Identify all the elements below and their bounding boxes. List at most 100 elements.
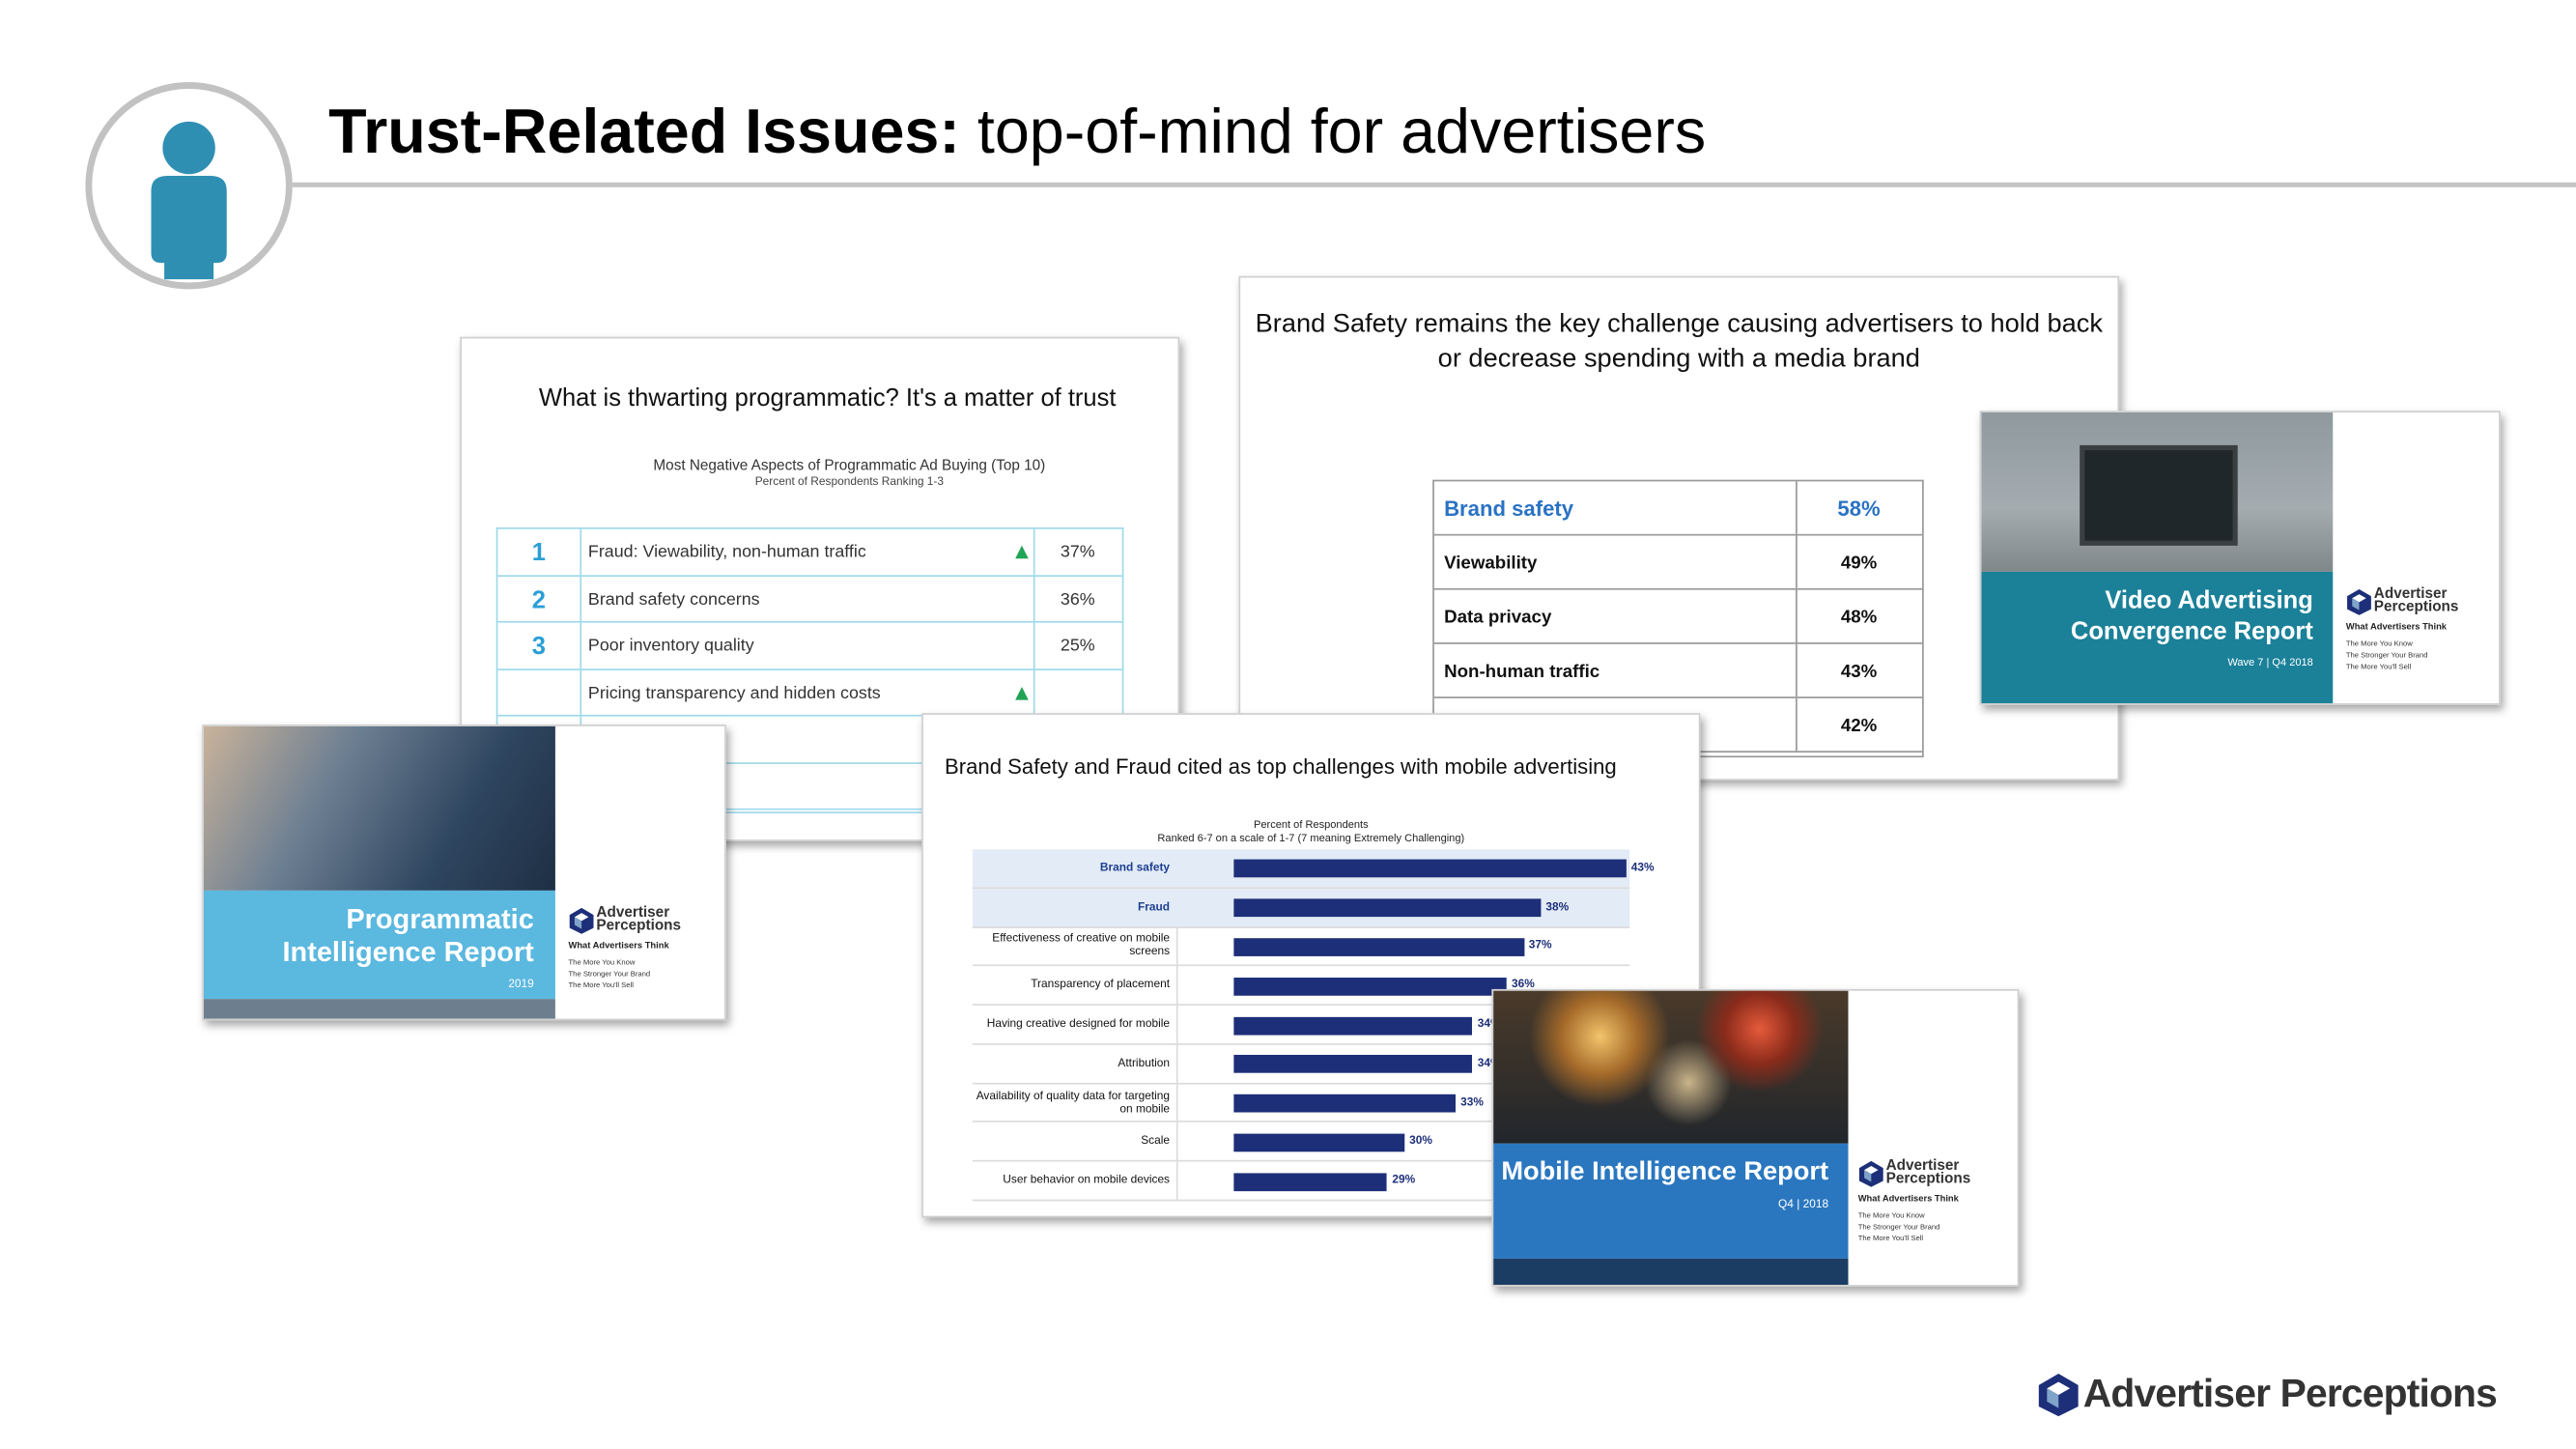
value-label: 38% — [1545, 901, 1570, 914]
cover-band — [203, 890, 555, 1000]
programmatic-report-cover: Programmatic Intelligence Report 2019 Adver… — [202, 724, 726, 1021]
cover-tagline: The More You'll Sell — [1857, 1234, 1924, 1242]
bar — [1233, 860, 1627, 878]
chart-row — [972, 927, 1630, 967]
cover-edition: Wave 7 | Q4 2018 — [2227, 657, 2313, 669]
chart-row — [972, 967, 1630, 1007]
col-divider — [1796, 535, 1798, 588]
label-divider — [1175, 849, 1178, 1202]
category-label: Transparency of placement — [1031, 980, 1171, 991]
row-value: 42% — [1840, 716, 1878, 736]
photo-monitor — [2080, 444, 2238, 546]
cover-tagline: The More You Know — [1857, 1210, 1925, 1220]
col-divider — [1796, 643, 1798, 697]
value-label: 34% — [1477, 1057, 1501, 1069]
cover-title: Video Advertising Convergence Report — [1981, 585, 2313, 648]
cover-tagline: The Stronger Your Brand — [568, 969, 651, 979]
rank: 2 — [531, 585, 546, 614]
chart-row — [972, 1006, 1630, 1045]
cover-strip — [1493, 1258, 1849, 1286]
value-label: 43% — [1630, 862, 1655, 874]
table-row: 3 Poor inventory quality 25% — [497, 622, 1122, 670]
row-value: 49% — [1840, 554, 1878, 574]
category-label: Attribution — [1118, 1057, 1171, 1069]
bar — [1233, 1055, 1473, 1074]
col-divider — [1033, 528, 1035, 575]
avatar-icon — [85, 82, 293, 290]
table-row: Data privacy 48% — [1433, 589, 1923, 644]
chart-subtitle: Ranked 6-7 on a scale of 1-7 (7 meaning … — [1157, 833, 1465, 845]
category-label: Fraud — [1137, 901, 1171, 914]
slide-title: Trust-Related Issues: top-of-mind for ad… — [328, 99, 1706, 169]
category-label: Having creative designed for mobile — [986, 1018, 1171, 1031]
col-divider — [580, 576, 582, 621]
mobile-challenges-slide: Brand Safety and Fraud cited as top chal… — [921, 713, 1701, 1218]
category-label: Scale — [1141, 1135, 1171, 1148]
row-label: Brand safety — [1444, 496, 1574, 522]
cover-edition: 2019 — [508, 979, 534, 991]
col-divider — [1033, 622, 1035, 668]
row-label: Poor inventory quality — [587, 636, 754, 656]
cover-tagline: The More You'll Sell — [568, 980, 634, 989]
title-rule — [292, 182, 2576, 187]
chart-title: Most Negative Aspects of Programmatic Ad… — [653, 456, 1046, 473]
cover-tagline: The Stronger Your Brand — [1857, 1222, 1940, 1231]
cover-photo — [1493, 990, 1849, 1144]
table-row: 2 Brand safety concerns 36% — [497, 576, 1122, 623]
cover-tagline: The Stronger Your Brand — [2345, 650, 2428, 660]
cover-tagline: The More You Know — [568, 957, 636, 967]
value-label: 37% — [1528, 940, 1552, 952]
cover-strip — [203, 999, 555, 1019]
bar — [1233, 1094, 1456, 1113]
col-divider — [580, 528, 582, 575]
col-divider — [1033, 669, 1035, 715]
bar — [1233, 1172, 1388, 1191]
cover-tagline: The More You Know — [2345, 639, 2413, 648]
cover-title-line: Intelligence Report — [282, 936, 534, 968]
trend-arrow — [1015, 545, 1029, 559]
table-row: 1 Fraud: Viewability, non-human traffic 37… — [497, 528, 1122, 577]
video-report-cover: Video Advertising Convergence Report Wave … — [1979, 411, 2501, 705]
brand-icon — [1858, 1160, 1883, 1187]
cover-brand: Advertiser Perceptions — [1885, 1156, 1971, 1187]
col-divider — [1033, 576, 1035, 621]
bar — [1233, 1016, 1473, 1035]
cover-title-line: Convergence Report — [2070, 617, 2313, 646]
trend-arrow — [1015, 686, 1029, 699]
cover-brand: Advertiser Perceptions — [596, 903, 682, 934]
footer-brand: Advertiser Perceptions — [2082, 1372, 2498, 1417]
chart-row — [972, 1045, 1630, 1084]
cover-title: Mobile Intelligence Report — [1493, 1156, 1828, 1189]
chart-subtitle: Percent of Respondents — [1253, 819, 1369, 832]
col-divider — [580, 669, 582, 715]
chart-row — [972, 1122, 1630, 1162]
footer-logo-icon — [2038, 1373, 2079, 1417]
brand-icon — [2347, 588, 2371, 615]
row-label: Pricing transparency and hidden costs — [587, 682, 881, 703]
row-value: 36% — [1060, 588, 1095, 610]
row-value: 58% — [1837, 496, 1881, 522]
cover-photo — [203, 725, 555, 891]
title-rest: top-of-mind for advertisers — [977, 99, 1707, 168]
cover-band — [1981, 571, 2334, 703]
mobile-report-cover: Mobile Intelligence Report Q4 | 2018 Adver… — [1491, 988, 2020, 1287]
bar — [1233, 898, 1542, 918]
row-value: 25% — [1060, 636, 1095, 656]
cover-tagline: The More You'll Sell — [2345, 662, 2412, 670]
col-divider — [1796, 697, 1798, 752]
chart-subtitle: Percent of Respondents Ranking 1-3 — [754, 476, 944, 489]
brand-icon — [569, 907, 594, 934]
chart-row — [972, 1162, 1630, 1202]
row-label: Fraud: Viewability, non-human traffic — [587, 542, 866, 562]
category-label: Brand safety — [1099, 862, 1171, 874]
bar — [1233, 938, 1524, 956]
row-value: 43% — [1840, 662, 1878, 682]
cover-title-line: Mobile Intelligence Report — [1501, 1158, 1829, 1187]
title-bold: Trust-Related Issues: — [328, 99, 960, 168]
row-value: 48% — [1840, 608, 1878, 628]
value-label: 33% — [1460, 1096, 1484, 1109]
cover-motto: What Advertisers Think — [2345, 622, 2448, 633]
bar-chart: Brand safety 43% Fraud 38% Effectiveness of … — [972, 849, 1655, 1202]
row-label: Viewability — [1444, 554, 1538, 574]
